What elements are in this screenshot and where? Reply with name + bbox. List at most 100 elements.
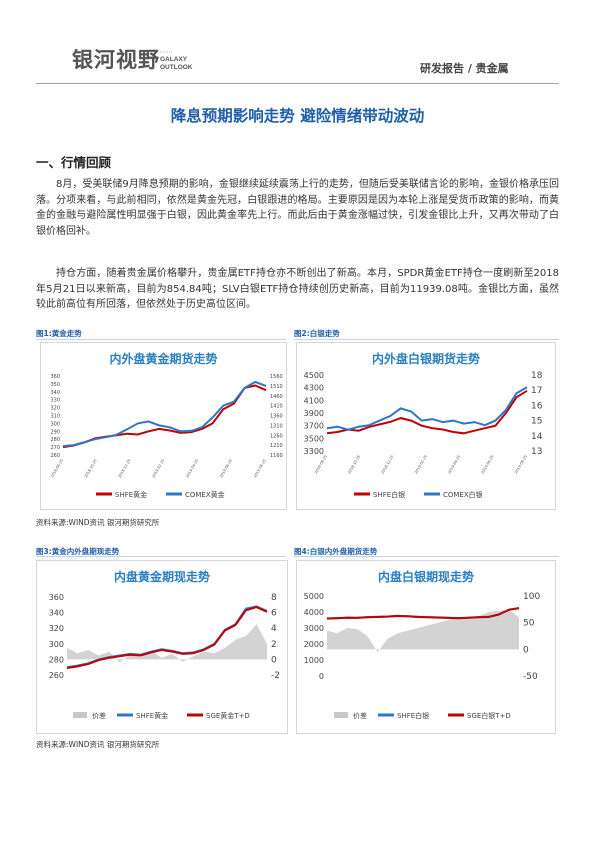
report-title: 降息预期影响走势 避险情绪带动波动 — [0, 104, 595, 126]
y-tick-label: 4500 — [304, 371, 324, 380]
y-tick-label: 320 — [49, 624, 64, 633]
y2-tick-label: 50 — [523, 619, 535, 629]
x-tick-label: 2019-08-25 — [514, 455, 528, 475]
legend-label: SGE黄金T+D — [206, 711, 250, 720]
y2-tick-label: -50 — [523, 672, 538, 682]
y-tick-label: 280 — [50, 437, 60, 443]
section-heading: 一、行情回顾 — [36, 152, 111, 171]
figure-1-rule — [36, 339, 286, 340]
y-tick-label: 360 — [49, 593, 64, 602]
y-tick-label: 260 — [49, 671, 64, 680]
figure-1-label: 图1:黄金走势 — [36, 328, 82, 339]
chart-panel-gold-futures: 内外盘黄金期货走势 260 270 280 290 300 310 320 330 340 350… — [40, 342, 287, 510]
chart-panel-silver-spot: 内盘白银期现走势 0 1000 2000 3000 4000 5000 -50 0 50 100 价… — [296, 560, 556, 734]
y2-tick-label: 16 — [531, 401, 543, 411]
source-note-2: 资料来源:WIND资讯 银河期货研究所 — [36, 739, 159, 750]
series-line — [63, 386, 266, 448]
y-tick-label: 310 — [50, 414, 60, 420]
y2-tick-label: 1510 — [270, 384, 283, 390]
report-category: 研发报告 / 贵金属 — [420, 60, 509, 76]
x-tick-label: 2019-08-25 — [253, 459, 267, 479]
paragraph-market-review: 8月，受美联储9月降息预期的影响，金银继续延续震荡上行的走势，但随后受美联储言论… — [36, 177, 559, 239]
chart-silver-futures: 3300 3500 3700 3900 4100 4300 4500 13 14 15 16 17 18… — [297, 343, 555, 509]
series-area-spread — [67, 624, 267, 662]
logo-text: 银河视野 — [72, 44, 160, 74]
series-line — [63, 382, 266, 446]
x-tick-label: 2019-04-25 — [185, 459, 199, 479]
y2-tick-label: 1410 — [270, 404, 283, 410]
y2-tick-label: 1210 — [270, 443, 283, 449]
chart-gold-spot: 260 280 300 320 340 360 -2 0 2 4 6 8 价差 SHFE黄金 SGE黄金T+… — [37, 561, 287, 733]
y-tick-label: 0 — [319, 672, 324, 681]
x-tick-label: 2018-12-25 — [118, 459, 132, 479]
legend-swatch — [334, 712, 348, 718]
y-tick-label: 2000 — [304, 640, 324, 649]
y2-tick-label: 1260 — [270, 433, 283, 439]
y2-tick-label: 1560 — [270, 374, 283, 380]
x-tick-label: 2018-10-25 — [84, 459, 98, 479]
y2-tick-label: 1460 — [270, 394, 283, 400]
x-tick-label: 2018-10-25 — [347, 455, 361, 475]
y-tick-label: 340 — [49, 609, 64, 618]
y2-tick-label: 15 — [531, 417, 542, 427]
chart-title: 内盘白银期现走势 — [297, 568, 555, 585]
y2-tick-label: 14 — [531, 432, 543, 442]
y-tick-label: 360 — [50, 374, 60, 380]
y-tick-label: 4300 — [304, 384, 324, 393]
y2-tick-label: 13 — [531, 447, 542, 457]
x-tick-label: 2018-08-25 — [314, 455, 328, 475]
logo-english: • • • • • • GALAXY OUTLOOK — [160, 48, 193, 72]
legend-label: SHFE黄金 — [115, 490, 147, 499]
figure-3-rule — [36, 556, 286, 557]
y-tick-label: 290 — [50, 429, 60, 435]
x-tick-label: 2019-06-25 — [219, 459, 233, 479]
chart-silver-spot: 0 1000 2000 3000 4000 5000 -50 0 50 100 价差 SHFE白银 SG… — [297, 561, 555, 733]
x-tick-label: 2019-02-25 — [151, 459, 165, 479]
y2-tick-label: 2 — [271, 640, 277, 650]
y-tick-label: 3000 — [304, 624, 324, 633]
paragraph-text-2: 持仓方面，随着贵金属价格攀升，贵金属ETF持仓亦不断创出了新高。本月，SPDR黄… — [36, 266, 559, 313]
y2-tick-label: 8 — [271, 593, 277, 603]
y-tick-label: 260 — [50, 453, 60, 459]
y-tick-label: 280 — [49, 655, 64, 664]
logo-galaxy: GALAXY — [160, 56, 193, 64]
y-tick-label: 3700 — [304, 422, 324, 431]
y2-tick-label: 1310 — [270, 423, 283, 429]
y2-tick-label: 1360 — [270, 414, 283, 420]
y-tick-label: 1000 — [304, 656, 324, 665]
legend-swatch — [73, 712, 87, 718]
y2-tick-label: 1160 — [270, 453, 283, 459]
y-tick-label: 4000 — [304, 608, 324, 617]
x-tick-label: 2018-08-25 — [50, 459, 64, 479]
y2-tick-label: 4 — [271, 624, 277, 634]
figure-2-label: 图2:白银走势 — [294, 328, 340, 339]
header-divider — [36, 83, 559, 84]
y-tick-label: 270 — [50, 445, 60, 451]
y-tick-label: 330 — [50, 398, 60, 404]
y-tick-label: 3300 — [304, 447, 324, 456]
y2-tick-label: 100 — [523, 592, 540, 602]
chart-title: 内盘黄金期现走势 — [37, 568, 287, 585]
paragraph-text-1: 8月，受美联储9月降息预期的影响，金银继续延续震荡上行的走势，但随后受美联储言论… — [36, 177, 559, 239]
x-tick-label: 2019-04-25 — [447, 455, 461, 475]
chart-panel-gold-spot: 内盘黄金期现走势 260 280 300 320 340 360 -2 0 2 4 6 8 价差 SHFE… — [36, 560, 288, 734]
legend-label: 价差 — [353, 711, 367, 720]
source-note-1: 资料来源:WIND资讯 银河期货研究所 — [36, 517, 159, 528]
y2-tick-label: 0 — [271, 655, 277, 665]
chart-title: 内外盘白银期货走势 — [297, 350, 555, 367]
x-tick-label: 2018-12-25 — [381, 455, 395, 475]
figure-4-rule — [294, 556, 559, 557]
y2-tick-label: 18 — [531, 371, 543, 381]
paragraph-holdings: 持仓方面，随着贵金属价格攀升，贵金属ETF持仓亦不断创出了新高。本月，SPDR黄… — [36, 266, 559, 313]
legend-label: SHFE黄金 — [136, 711, 168, 720]
y2-tick-label: -2 — [271, 671, 280, 681]
y-tick-label: 340 — [50, 390, 60, 396]
y-tick-label: 4100 — [304, 396, 324, 405]
legend-label: SHFE白银 — [373, 490, 405, 499]
logo-outlook: OUTLOOK — [160, 64, 193, 72]
x-tick-label: 2019-02-25 — [414, 455, 428, 475]
y-tick-label: 300 — [49, 640, 64, 649]
y-tick-label: 3900 — [304, 409, 324, 418]
y2-tick-label: 6 — [271, 609, 277, 619]
